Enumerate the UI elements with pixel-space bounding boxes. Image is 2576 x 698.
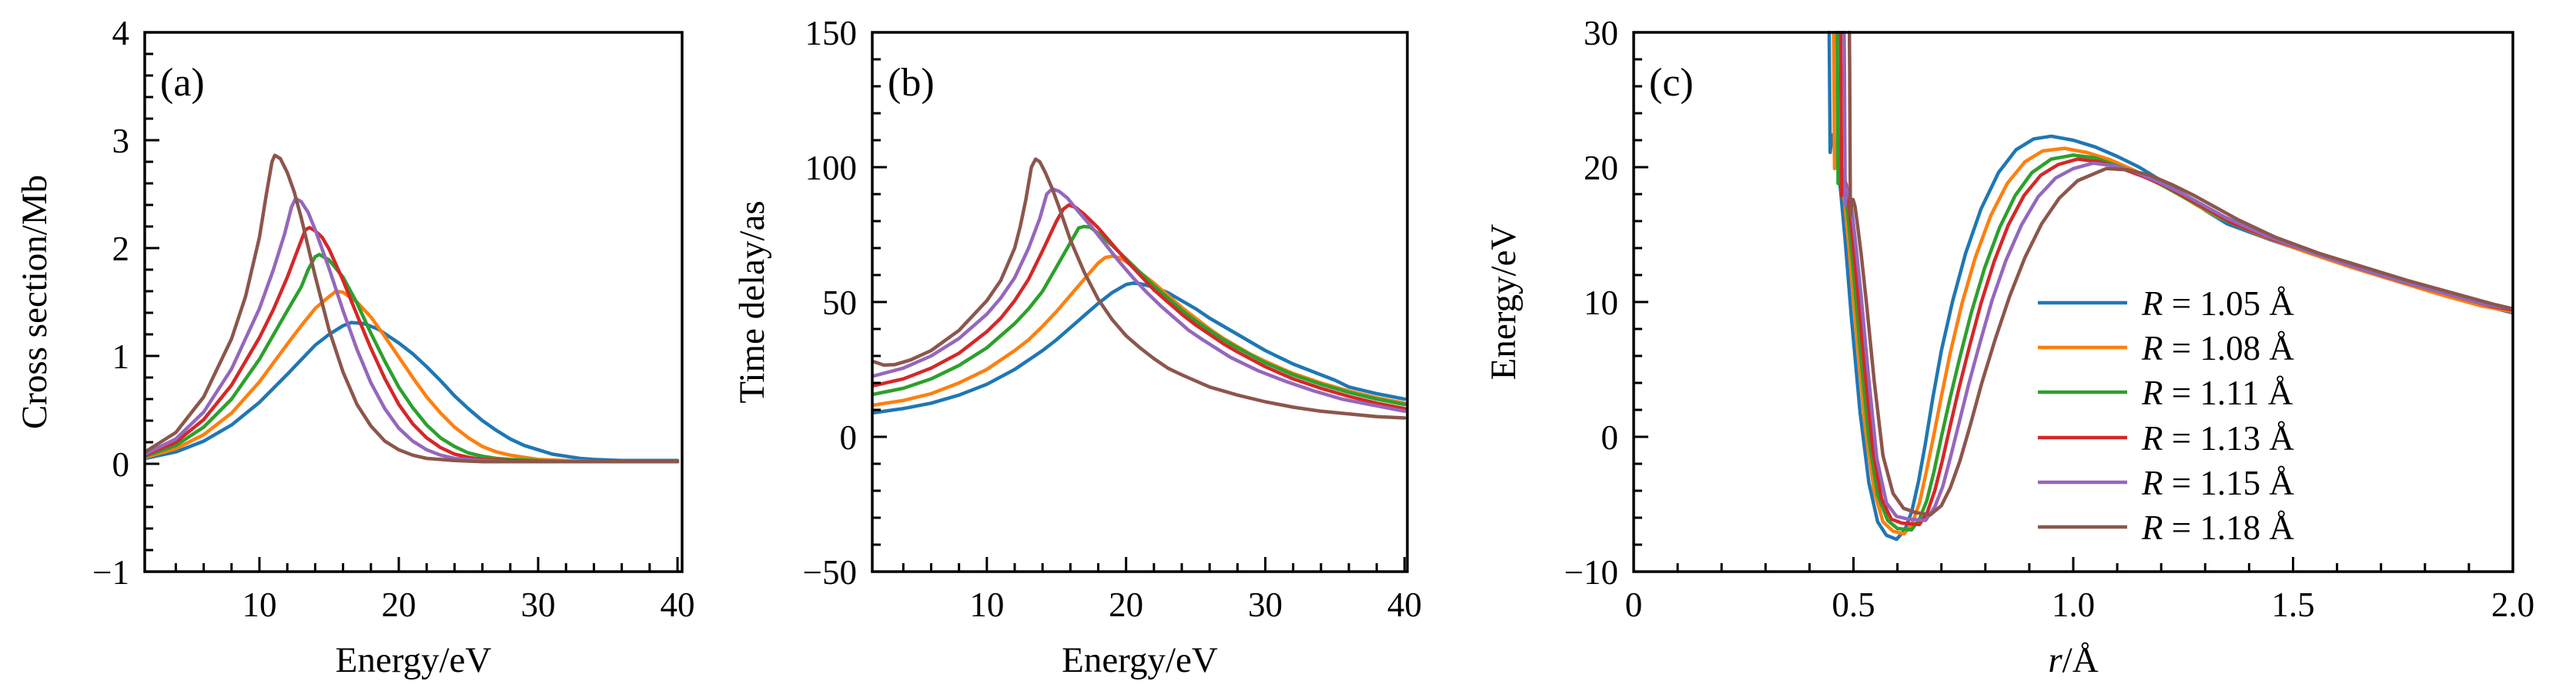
- x-tick-label: 40: [661, 586, 695, 624]
- x-axis-title-c: r/Å: [2048, 640, 2098, 680]
- x-tick-label: 10: [242, 586, 276, 624]
- y-axis-title-a: Cross section/Mb: [15, 175, 55, 429]
- y-tick-label: 100: [805, 149, 858, 187]
- y-tick-label: −10: [1564, 553, 1618, 592]
- y-tick-label: 3: [112, 122, 130, 160]
- x-tick-label: 0.5: [1832, 586, 1875, 624]
- x-tick-label: 0: [1625, 586, 1643, 624]
- x-tick-label: 20: [381, 586, 416, 624]
- x-tick-label: 1.0: [2052, 586, 2095, 624]
- y-tick-label: 30: [1584, 14, 1618, 52]
- series-line-a-R-1.18: [146, 153, 680, 464]
- y-tick-label: 150: [805, 14, 858, 52]
- legend-label: R = 1.13 Å: [2141, 419, 2294, 458]
- y-tick-label: 20: [1584, 149, 1618, 187]
- x-tick-label: 2.0: [2491, 586, 2534, 624]
- y-tick-label: 4: [112, 14, 130, 52]
- legend-label: R = 1.18 Å: [2141, 508, 2294, 547]
- x-tick-label: 30: [1248, 586, 1283, 624]
- y-tick-label: 2: [112, 230, 130, 268]
- y-axis-title-c: Energy/eV: [1484, 224, 1524, 381]
- series-line-c-R-1.18: [1847, 31, 2512, 517]
- panel-a: 10 20 30 40 −1 0 1 2 3 4 (a) Energy/eV Cross section…: [15, 14, 695, 680]
- panel-letter-c: (c): [1649, 61, 1694, 105]
- panel-b: 10 20 30 40 −50 0 50 100 150 (b) Energy/eV Time del…: [732, 14, 1422, 680]
- series-line-c-R-1.15: [1842, 31, 2512, 522]
- y-tick-label: 0: [1601, 418, 1619, 457]
- series-line-b-R-1.13: [873, 203, 1407, 411]
- series-line-a-R-1.05: [146, 320, 680, 463]
- y-tick-label: 0: [112, 445, 130, 484]
- y-tick-label: 50: [822, 284, 857, 322]
- axes-frame-a: [143, 31, 684, 573]
- x-tick-label: 20: [1109, 586, 1143, 624]
- y-axis-title-b: Time delay/as: [732, 200, 772, 403]
- y-tick-label: 10: [1584, 284, 1618, 322]
- panel-letter-b: (b): [888, 61, 935, 105]
- x-tick-label: 1.5: [2271, 586, 2314, 624]
- series-line-b-R-1.15: [873, 186, 1407, 414]
- legend-label: R = 1.08 Å: [2141, 329, 2294, 367]
- x-tick-label: 40: [1387, 586, 1422, 624]
- x-axis-title-a: Energy/eV: [336, 640, 492, 680]
- series-line-b-R-1.18: [873, 157, 1407, 420]
- legend: R = 1.05 Å R = 1.08 Å R = 1.11 Å R = 1.13 Å…: [2038, 284, 2294, 547]
- y-tick-label: 1: [112, 337, 130, 376]
- series-line-c-R-1.13: [1838, 31, 2512, 527]
- x-tick-label: 10: [969, 586, 1004, 624]
- y-tick-label: −50: [803, 553, 857, 592]
- legend-label: R = 1.05 Å: [2141, 284, 2294, 323]
- y-tick-label: 0: [840, 418, 858, 457]
- legend-label: R = 1.15 Å: [2141, 464, 2294, 502]
- y-tick-label: −1: [92, 553, 129, 592]
- x-axis-title-b: Energy/eV: [1062, 640, 1218, 680]
- panel-letter-a: (a): [160, 61, 205, 105]
- x-tick-label: 30: [521, 586, 556, 624]
- legend-label: R = 1.11 Å: [2141, 374, 2293, 412]
